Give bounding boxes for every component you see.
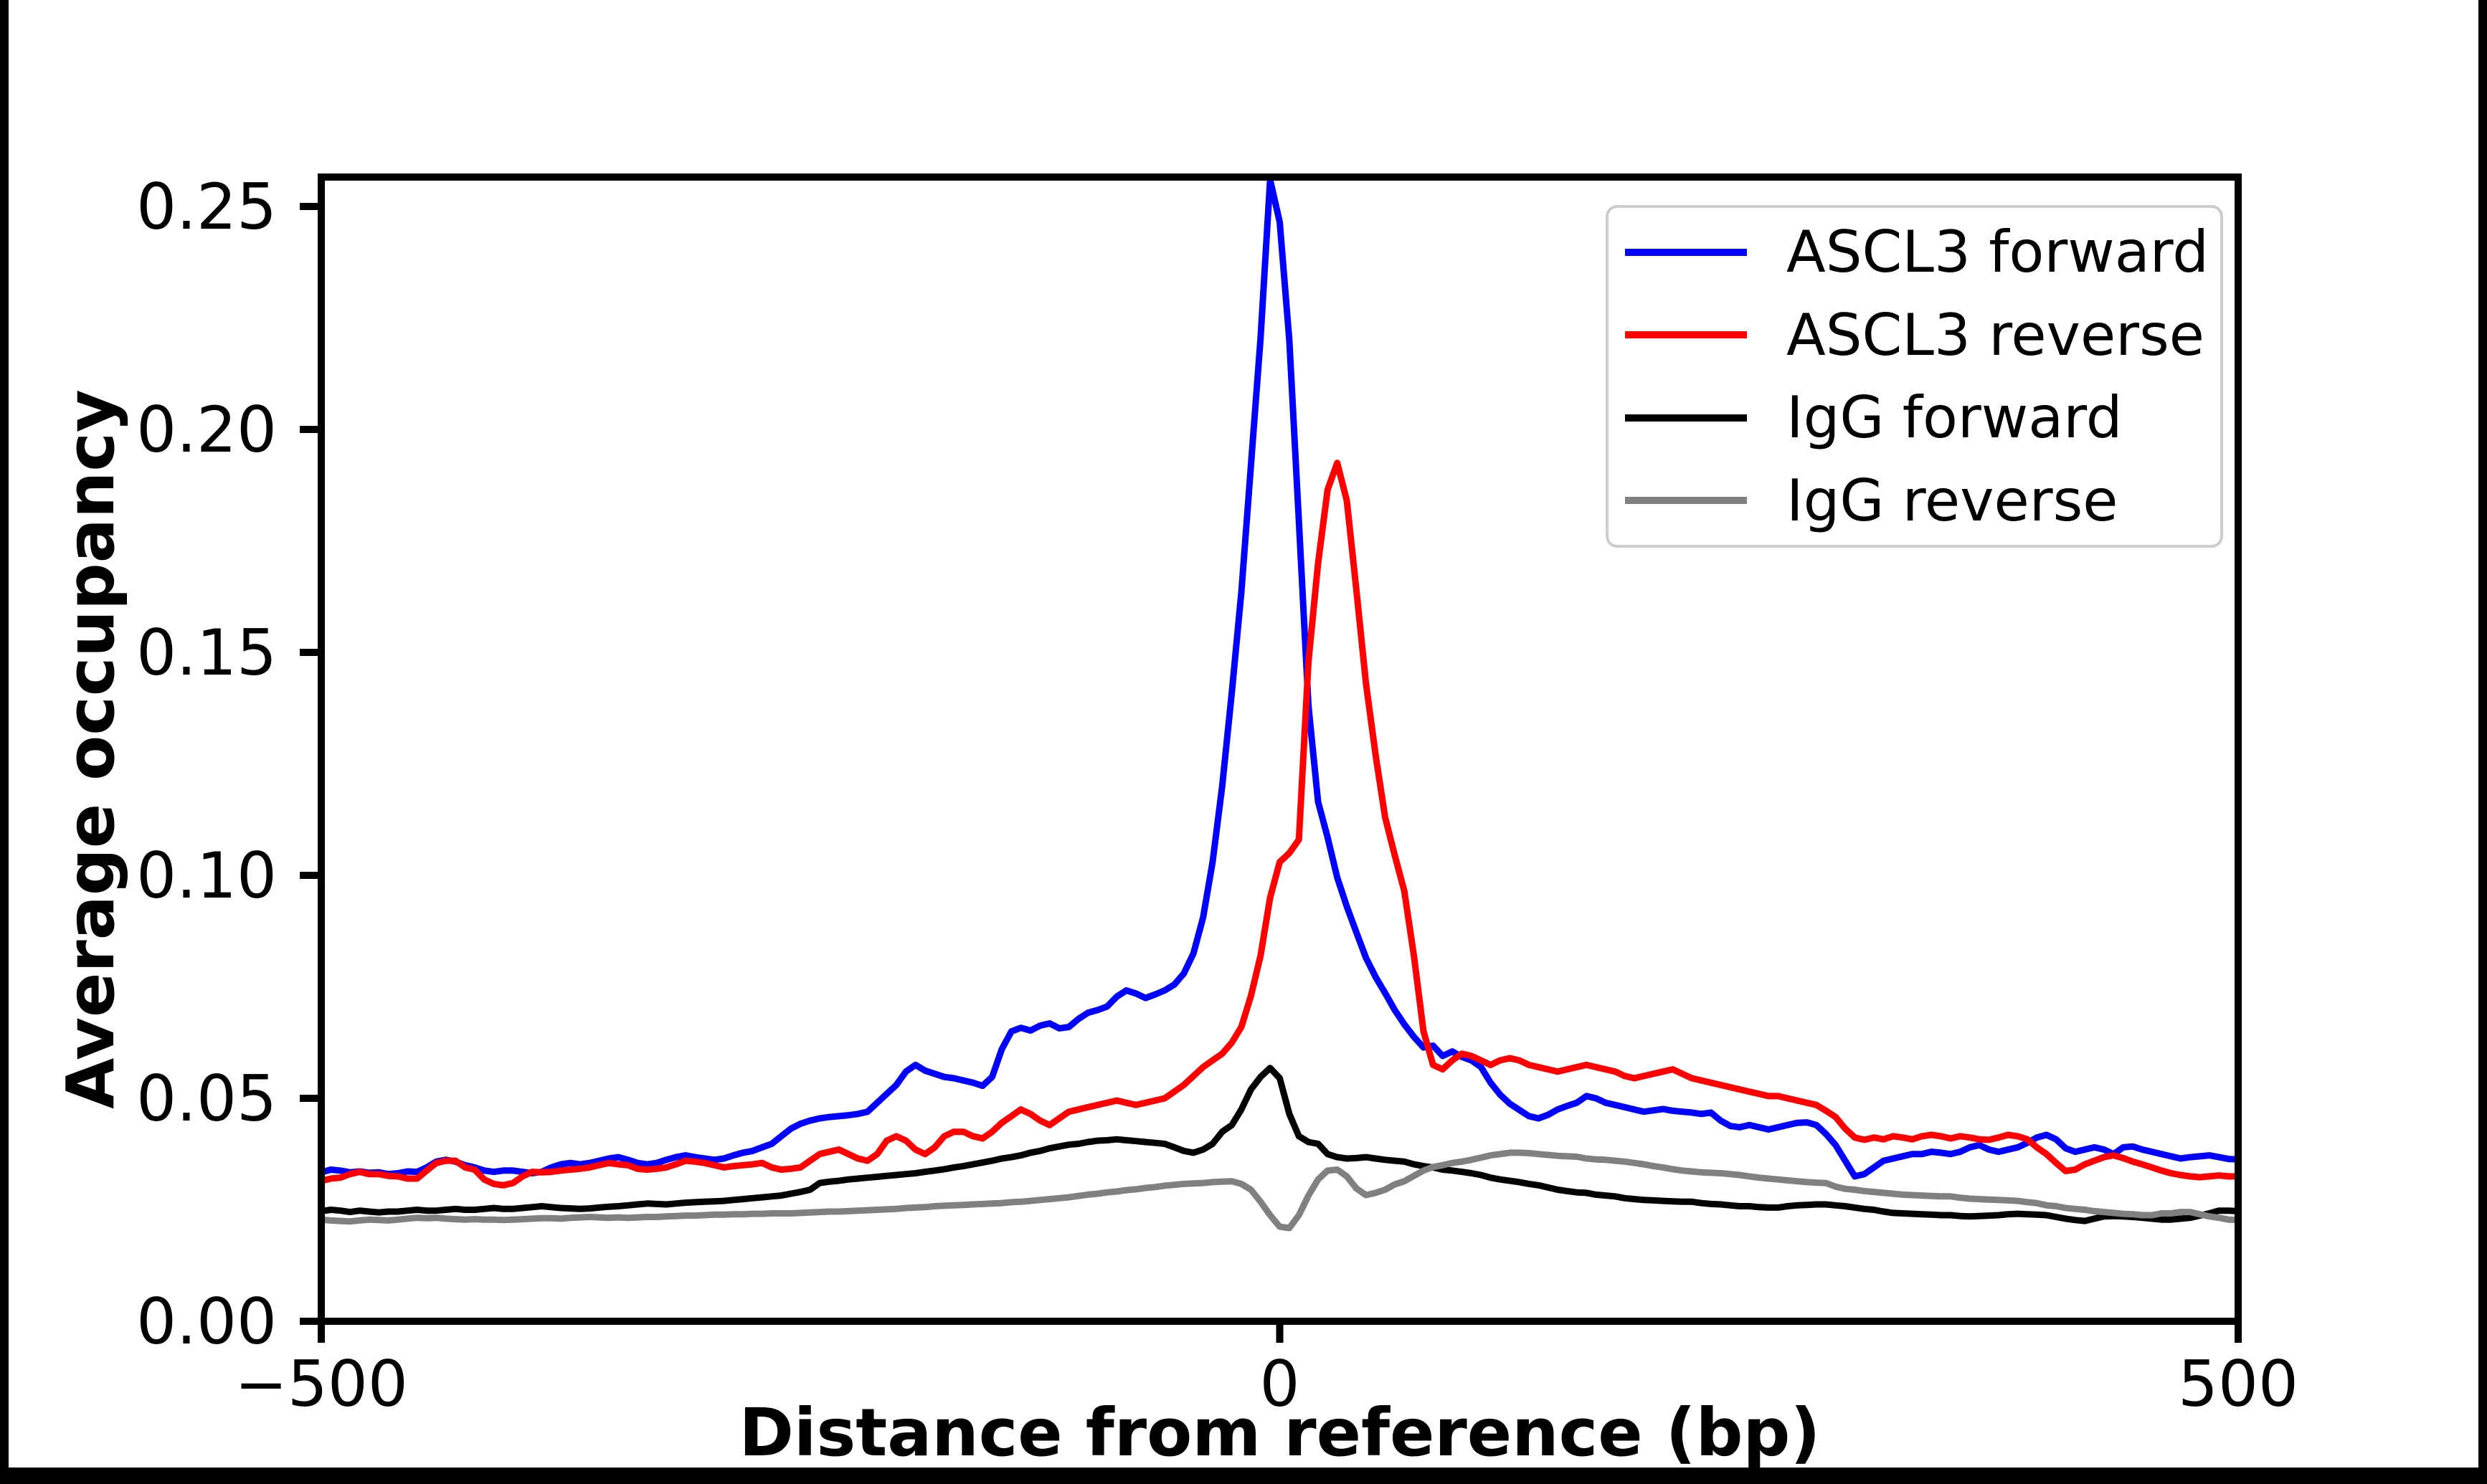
legend-label: IgG forward <box>1786 384 2123 452</box>
y-tick-label: 0.05 <box>136 1062 277 1136</box>
y-tick-label: 0.25 <box>136 170 277 244</box>
y-tick-label: 0.10 <box>136 839 277 913</box>
legend-label: IgG reverse <box>1786 467 2118 534</box>
y-axis-title: Average occupancy <box>52 389 129 1109</box>
legend-item-ascl3-reverse: ASCL3 reverse <box>1609 296 2220 374</box>
legend-line-sample-icon <box>1625 331 1747 339</box>
legend: ASCL3 forward ASCL3 reverse IgG forward … <box>1606 205 2223 548</box>
x-tick-label: 500 <box>2178 1347 2298 1421</box>
legend-line-sample-icon <box>1625 497 1747 505</box>
x-axis-title: Distance from reference (bp) <box>739 1394 1821 1471</box>
y-tick-label: 0.20 <box>136 393 277 467</box>
legend-label: ASCL3 forward <box>1786 219 2209 286</box>
x-tick-label: −500 <box>235 1347 408 1421</box>
x-tick-label: 0 <box>1260 1347 1300 1421</box>
legend-item-igg-forward: IgG forward <box>1609 379 2220 457</box>
y-tick-label: 0.15 <box>136 616 277 690</box>
series-line-igg-forward <box>321 1065 2238 1224</box>
series-line-ascl3-forward <box>321 177 2238 1180</box>
legend-label: ASCL3 reverse <box>1786 301 2204 368</box>
series-line-igg-reverse <box>321 1149 2238 1232</box>
legend-item-ascl3-forward: ASCL3 forward <box>1609 214 2220 291</box>
screen-edge-right <box>2478 0 2487 1484</box>
screen-edge-bottom <box>0 1468 2487 1484</box>
legend-item-igg-reverse: IgG reverse <box>1609 462 2220 539</box>
screen-edge-left <box>0 0 9 1484</box>
legend-line-sample-icon <box>1625 414 1747 422</box>
series-line-ascl3-reverse <box>321 460 2238 1189</box>
legend-line-sample-icon <box>1625 248 1747 256</box>
y-tick-label: 0.00 <box>136 1285 277 1359</box>
